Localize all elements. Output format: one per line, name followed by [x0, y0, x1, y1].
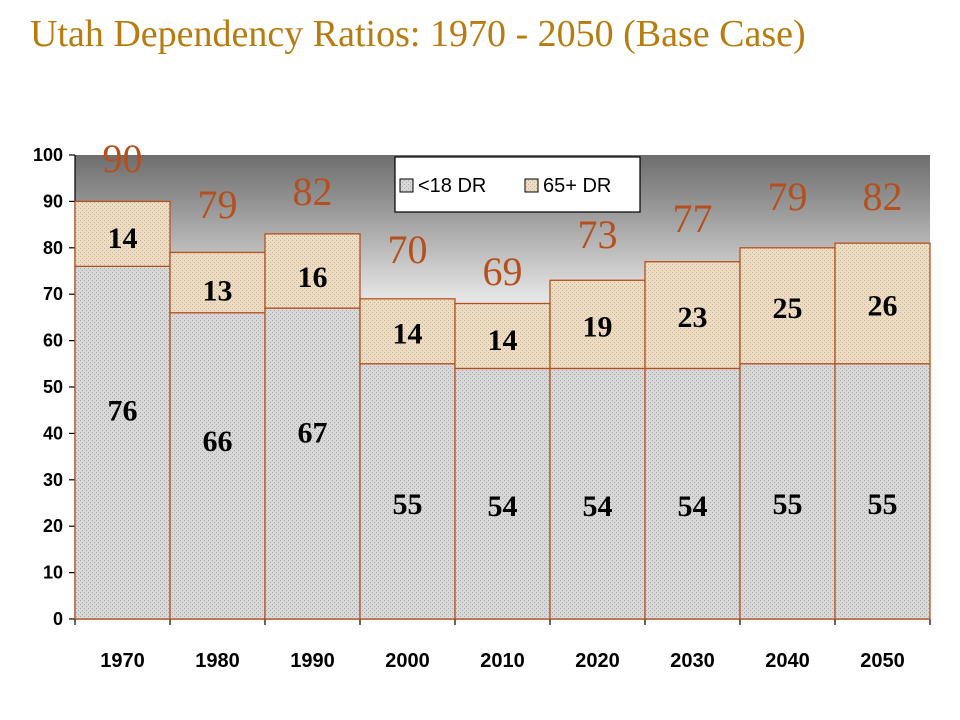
- bar-65plus-1980: [169, 251, 266, 314]
- segment-label-65plus: 14: [108, 222, 138, 255]
- total-label: 79: [768, 174, 808, 219]
- y-tick-label: 80: [43, 238, 63, 258]
- segment-label-65plus: 14: [393, 317, 423, 350]
- y-tick-label: 20: [43, 516, 63, 536]
- segment-label-65plus: 19: [583, 310, 613, 343]
- x-category-label: 1980: [195, 650, 240, 672]
- y-tick-label: 30: [43, 470, 63, 490]
- bar-65plus-1990: [264, 233, 361, 309]
- total-label: 82: [863, 174, 903, 219]
- y-tick-label: 100: [33, 145, 63, 165]
- x-category-label: 2020: [575, 650, 620, 672]
- x-category-label: 2030: [670, 650, 715, 672]
- y-tick-label: 70: [43, 284, 63, 304]
- bar-65plus-2050: [834, 242, 931, 365]
- segment-label-under18: 67: [298, 416, 328, 449]
- y-tick-label: 90: [43, 191, 63, 211]
- segment-label-under18: 54: [583, 490, 613, 523]
- bar-under18-2050: [834, 363, 931, 620]
- total-label: 69: [483, 249, 523, 294]
- x-category-label: 2040: [765, 650, 810, 672]
- legend-swatch-65plus: [524, 178, 539, 193]
- chart-title: Utah Dependency Ratios: 1970 - 2050 (Bas…: [30, 13, 806, 55]
- segment-label-65plus: 23: [678, 301, 708, 334]
- segment-label-under18: 54: [678, 490, 708, 523]
- total-label: 77: [673, 196, 713, 241]
- y-tick-label: 60: [43, 331, 63, 351]
- legend-swatch-under18: [399, 178, 414, 193]
- y-tick-label: 10: [43, 563, 63, 583]
- total-label: 82: [293, 169, 333, 214]
- bar-65plus-2030: [644, 261, 741, 370]
- segment-label-under18: 76: [108, 394, 138, 427]
- legend-box: [394, 156, 641, 213]
- total-label: 70: [388, 227, 428, 272]
- x-category-label: 1970: [100, 650, 145, 672]
- segment-label-under18: 55: [393, 488, 423, 521]
- bar-under18-2010: [454, 367, 551, 620]
- bar-under18-2020: [549, 367, 646, 620]
- bar-65plus-2010: [454, 302, 551, 370]
- x-category-label: 2050: [860, 650, 905, 672]
- total-label: 73: [578, 212, 618, 257]
- segment-label-under18: 66: [203, 425, 233, 458]
- legend-label-under18: <18 DR: [418, 175, 486, 197]
- total-label: 90: [103, 136, 143, 181]
- legend-label-65plus: 65+ DR: [543, 175, 611, 197]
- bar-65plus-2040: [739, 247, 836, 365]
- bar-under18-1980: [169, 312, 266, 620]
- bar-65plus-1970: [74, 200, 171, 268]
- bar-under18-2040: [739, 363, 836, 620]
- total-label: 79: [198, 182, 238, 227]
- segment-label-65plus: 25: [773, 292, 803, 325]
- x-category-label: 1990: [290, 650, 335, 672]
- segment-label-65plus: 26: [868, 289, 898, 322]
- bar-under18-1990: [264, 307, 361, 620]
- segment-label-under18: 55: [773, 488, 803, 521]
- bar-under18-2030: [644, 367, 741, 620]
- y-tick-label: 40: [43, 423, 63, 443]
- bar-under18-1970: [74, 265, 171, 620]
- bar-65plus-2020: [549, 279, 646, 370]
- legend: <18 DR 65+ DR: [394, 156, 641, 213]
- y-tick-label: 0: [53, 609, 63, 629]
- segment-label-65plus: 14: [488, 324, 518, 357]
- bar-under18-2000: [359, 363, 456, 620]
- segment-label-65plus: 16: [298, 261, 328, 294]
- segment-label-under18: 55: [868, 488, 898, 521]
- y-tick-label: 50: [43, 377, 63, 397]
- bar-65plus-2000: [359, 298, 456, 365]
- segment-label-65plus: 13: [203, 275, 233, 308]
- segment-label-under18: 54: [488, 490, 518, 523]
- x-category-label: 2000: [385, 650, 430, 672]
- x-category-label: 2010: [480, 650, 525, 672]
